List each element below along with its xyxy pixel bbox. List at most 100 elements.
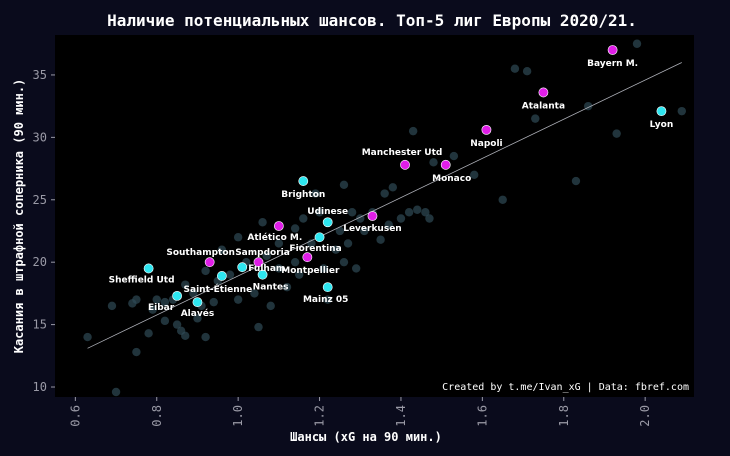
other-team-point — [295, 270, 304, 279]
other-team-point — [632, 39, 642, 48]
other-team-point — [299, 214, 308, 223]
x-tick-label: 1.6 — [475, 405, 489, 427]
x-tick-label: 0.8 — [150, 405, 164, 427]
team-point — [656, 106, 667, 117]
other-team-point — [217, 245, 227, 254]
other-team-point — [380, 189, 389, 198]
other-team-point — [315, 208, 324, 217]
other-team-point — [274, 264, 284, 273]
other-team-point — [498, 195, 507, 204]
team-label: Montpellier — [281, 266, 340, 276]
other-team-point — [111, 387, 121, 397]
team-point — [143, 263, 154, 274]
team-label: Brighton — [281, 190, 325, 200]
y-tick-label: 30 — [33, 130, 47, 144]
team-label: Southampton — [166, 248, 235, 258]
x-tick-label: 2.0 — [638, 405, 652, 427]
team-label: Lyon — [650, 120, 674, 130]
other-team-point — [470, 170, 479, 180]
team-label: Sheffield Utd — [109, 275, 175, 285]
x-tick-label: 1.0 — [231, 405, 245, 427]
other-team-point — [351, 264, 361, 273]
other-team-point — [522, 67, 532, 76]
y-tick-label: 35 — [33, 68, 47, 82]
other-team-point — [262, 251, 271, 261]
y-axis-label: Касания в штрафной соперника (90 мин.) — [12, 79, 26, 354]
team-label: Leverkusen — [343, 224, 402, 234]
x-axis: 0.6 0.8 1.0 1.2 1.4 1.6 1.8 2.0 — [68, 397, 652, 427]
team-point — [314, 232, 325, 243]
team-label: Napoli — [470, 139, 502, 149]
team-point — [302, 252, 313, 263]
y-axis: 10 15 20 25 30 35 — [33, 68, 55, 394]
other-team-point — [181, 331, 190, 341]
other-team-point — [339, 180, 349, 189]
other-team-point — [360, 226, 369, 236]
other-team-point — [343, 239, 353, 248]
team-label: Saint-Étienne — [184, 283, 253, 295]
other-team-point — [404, 208, 414, 217]
team-label: Mainz 05 — [303, 295, 348, 305]
other-team-point — [209, 297, 218, 307]
other-team-point — [258, 218, 267, 227]
other-team-point — [449, 151, 459, 161]
other-team-point — [144, 329, 153, 338]
team-label: Nantes — [253, 283, 289, 293]
y-tick-label: 10 — [33, 380, 47, 394]
other-team-point — [172, 320, 182, 329]
credit-text: Created by t.me/Ivan_xG | Data: fbref.co… — [442, 382, 689, 393]
team-label: Atlético M. — [247, 232, 302, 243]
other-team-point — [429, 158, 438, 167]
other-team-point — [107, 301, 117, 311]
team-point — [440, 159, 451, 170]
other-team-point — [274, 239, 284, 248]
other-team-point — [425, 214, 434, 223]
other-team-point — [282, 282, 292, 292]
other-team-point — [612, 129, 621, 138]
other-team-point — [413, 205, 422, 214]
team-point — [481, 124, 492, 135]
other-team-point — [148, 305, 157, 314]
team-point — [322, 282, 333, 293]
other-teams — [83, 39, 686, 397]
other-team-point — [376, 235, 385, 244]
other-team-point — [384, 220, 393, 229]
other-team-point — [152, 295, 161, 304]
team-point — [273, 221, 284, 231]
other-team-point — [421, 208, 430, 217]
x-axis-label: Шансы (xG на 90 мин.) — [290, 430, 442, 444]
other-team-point — [83, 332, 92, 342]
other-team-point — [132, 295, 141, 304]
other-team-point — [160, 316, 170, 326]
team-point — [216, 271, 227, 281]
team-label: Monaco — [432, 174, 471, 184]
other-team-point — [331, 245, 341, 254]
other-team-point — [290, 224, 300, 233]
team-label: Manchester Utd — [362, 148, 443, 158]
chart-title: Наличие потенциальных шансов. Топ-5 лиг … — [107, 11, 637, 30]
x-tick-label: 1.8 — [557, 405, 571, 427]
other-team-point — [571, 176, 581, 186]
team-point — [204, 257, 215, 268]
other-team-point — [319, 264, 328, 273]
other-team-point — [335, 226, 345, 236]
trend-line — [87, 62, 682, 349]
team-point — [538, 87, 549, 98]
x-tick-label: 1.2 — [313, 405, 327, 427]
team-label: Sampdoria — [235, 248, 290, 258]
other-team-point — [225, 270, 235, 279]
team-label: Fiorentina — [289, 244, 341, 254]
other-team-point — [160, 297, 170, 307]
other-team-point — [347, 208, 357, 217]
y-tick-label: 15 — [33, 318, 47, 332]
other-team-point — [677, 106, 686, 116]
other-team-point — [510, 64, 520, 73]
team-point — [253, 257, 264, 268]
team-point — [298, 176, 309, 186]
other-team-point — [132, 347, 141, 357]
team-point — [367, 211, 378, 221]
team-point — [400, 159, 410, 170]
other-team-point — [408, 126, 418, 136]
